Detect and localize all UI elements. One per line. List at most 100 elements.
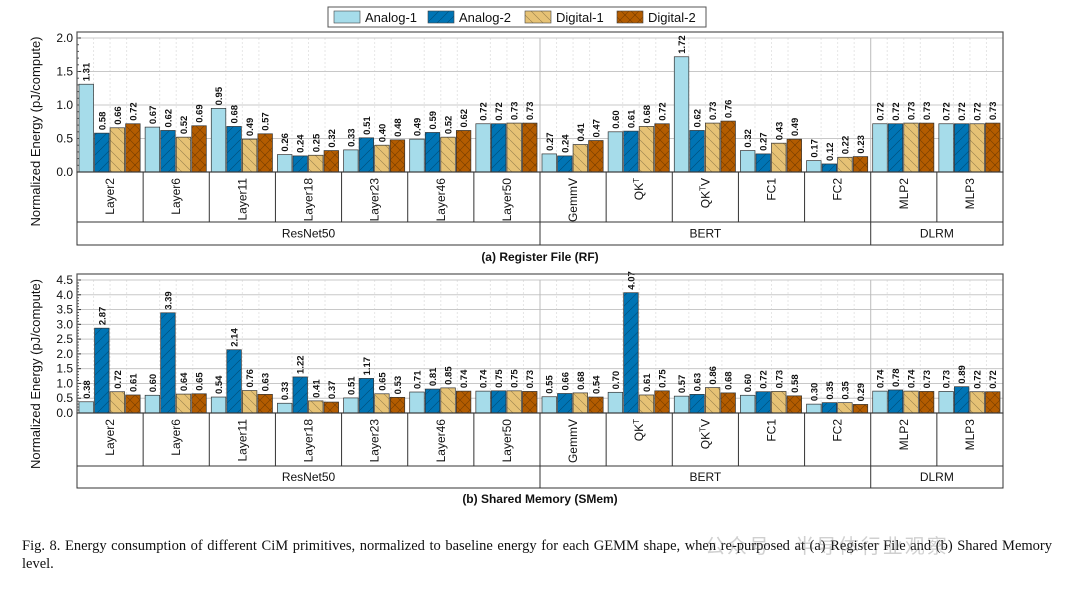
data-label: 0.35 <box>825 380 836 399</box>
bar-digital-2 <box>522 122 538 173</box>
bar-analog-1 <box>144 394 161 414</box>
bar-digital-1 <box>308 400 324 414</box>
bar-analog-1 <box>673 56 690 173</box>
group-label: BERT <box>689 227 721 241</box>
legend-item: Analog-1 <box>333 10 417 25</box>
data-label: 0.12 <box>825 142 836 161</box>
category-label: FC2 <box>831 419 845 442</box>
category-label: Layer46 <box>434 419 448 463</box>
data-label: 0.32 <box>743 129 754 148</box>
bar-analog-2 <box>887 389 904 414</box>
watermark: 公众号 · 半导体行业观察 <box>705 536 949 558</box>
data-label: 0.72 <box>759 370 770 389</box>
data-label: 0.72 <box>891 102 902 121</box>
bar-analog-2 <box>160 312 176 414</box>
category-label: Layer50 <box>500 178 514 222</box>
data-label: 0.73 <box>922 102 933 121</box>
data-label: 0.62 <box>693 109 704 128</box>
data-label: 0.75 <box>494 369 505 388</box>
y-tick-label: 1.0 <box>56 98 73 112</box>
y-tick-label: 1.5 <box>56 65 73 79</box>
bar-digital-2 <box>125 123 141 173</box>
data-label: 0.72 <box>479 102 490 121</box>
legend-item: Analog-2 <box>427 10 511 25</box>
category-label: Layer18 <box>302 178 316 222</box>
data-label: 0.17 <box>809 139 820 158</box>
bar-digital-2 <box>852 156 869 173</box>
data-label: 0.62 <box>459 109 470 128</box>
bar-analog-2 <box>954 123 970 173</box>
data-label: 0.53 <box>393 376 404 395</box>
bar-analog-2 <box>689 394 705 414</box>
bar-analog-2 <box>821 163 837 173</box>
category-label: Layer23 <box>368 419 382 463</box>
bar-analog-1 <box>872 123 888 173</box>
chart-title: (a) Register File (RF) <box>481 250 598 264</box>
bar-analog-1 <box>78 83 94 173</box>
data-label: 0.72 <box>973 370 984 389</box>
bar-digital-1 <box>903 390 919 414</box>
category-label: QKTV <box>698 419 713 449</box>
bar-analog-2 <box>623 130 639 173</box>
bar-analog-1 <box>475 123 491 173</box>
legend-label: Digital-2 <box>648 10 696 25</box>
data-label: 0.72 <box>658 102 669 121</box>
category-label: GemmV <box>566 419 580 463</box>
data-label: 0.57 <box>677 375 688 394</box>
data-label: 0.55 <box>545 375 556 394</box>
data-label: 0.38 <box>82 380 93 399</box>
bar-analog-1 <box>740 394 756 414</box>
bar-digital-1 <box>638 126 655 173</box>
legend: Analog-1 Analog-2 Digital-1 Digital-2 <box>327 6 707 28</box>
data-label: 1.72 <box>677 35 688 54</box>
group-label: ResNet50 <box>282 227 336 241</box>
category-label: Layer50 <box>500 419 514 463</box>
bar-analog-2 <box>689 130 705 173</box>
bar-digital-2 <box>654 390 670 414</box>
bar-chart: 0.00.51.01.52.02.53.03.54.04.5 0.38 2.87 0.… <box>28 271 1004 506</box>
data-label: 0.24 <box>296 134 307 153</box>
legend-item: Digital-1 <box>524 10 604 25</box>
data-label: 0.64 <box>179 372 190 391</box>
bar-digital-1 <box>572 144 588 173</box>
y-tick-label: 4.0 <box>56 288 73 302</box>
data-label: 0.81 <box>428 367 439 386</box>
data-label: 0.27 <box>759 132 770 151</box>
bar-digital-1 <box>374 144 390 173</box>
y-axis-label: Normalized Energy (pJ/compute) <box>28 36 43 226</box>
data-label: 0.25 <box>311 133 322 152</box>
data-label: 0.72 <box>875 102 886 121</box>
y-tick-label: 4.5 <box>56 273 73 287</box>
data-label: 0.72 <box>973 102 984 121</box>
bar-analog-2 <box>226 126 242 173</box>
bar-analog-1 <box>210 396 227 414</box>
data-label: 0.60 <box>148 374 159 393</box>
legend-swatch <box>333 10 361 24</box>
category-label: MLP2 <box>897 178 911 210</box>
bar-digital-1 <box>771 391 787 414</box>
bar-digital-2 <box>786 138 802 173</box>
bar-analog-1 <box>78 401 94 414</box>
category-label: MLP3 <box>963 419 977 451</box>
bar-digital-2 <box>918 122 935 173</box>
legend-label: Analog-1 <box>365 10 417 25</box>
data-label: 0.61 <box>626 109 637 128</box>
y-tick-label: 0.5 <box>56 391 73 405</box>
data-label: 0.73 <box>922 370 933 389</box>
data-label: 0.74 <box>479 369 490 388</box>
data-label: 0.73 <box>510 102 521 121</box>
category-label: MLP2 <box>897 419 911 451</box>
data-label: 0.48 <box>393 118 404 137</box>
chart-title: (b) Shared Memory (SMem) <box>462 492 617 506</box>
data-label: 0.24 <box>560 134 571 153</box>
data-label: 0.74 <box>907 369 918 388</box>
bar-analog-1 <box>409 138 425 173</box>
data-label: 0.33 <box>280 382 291 401</box>
bar-digital-1 <box>837 156 853 173</box>
bar-digital-2 <box>191 125 207 173</box>
bar-digital-2 <box>323 401 339 414</box>
data-label: 0.52 <box>179 116 190 135</box>
bar-analog-1 <box>938 391 954 414</box>
group-label: DLRM <box>920 470 954 484</box>
bar-analog-1 <box>806 403 822 414</box>
